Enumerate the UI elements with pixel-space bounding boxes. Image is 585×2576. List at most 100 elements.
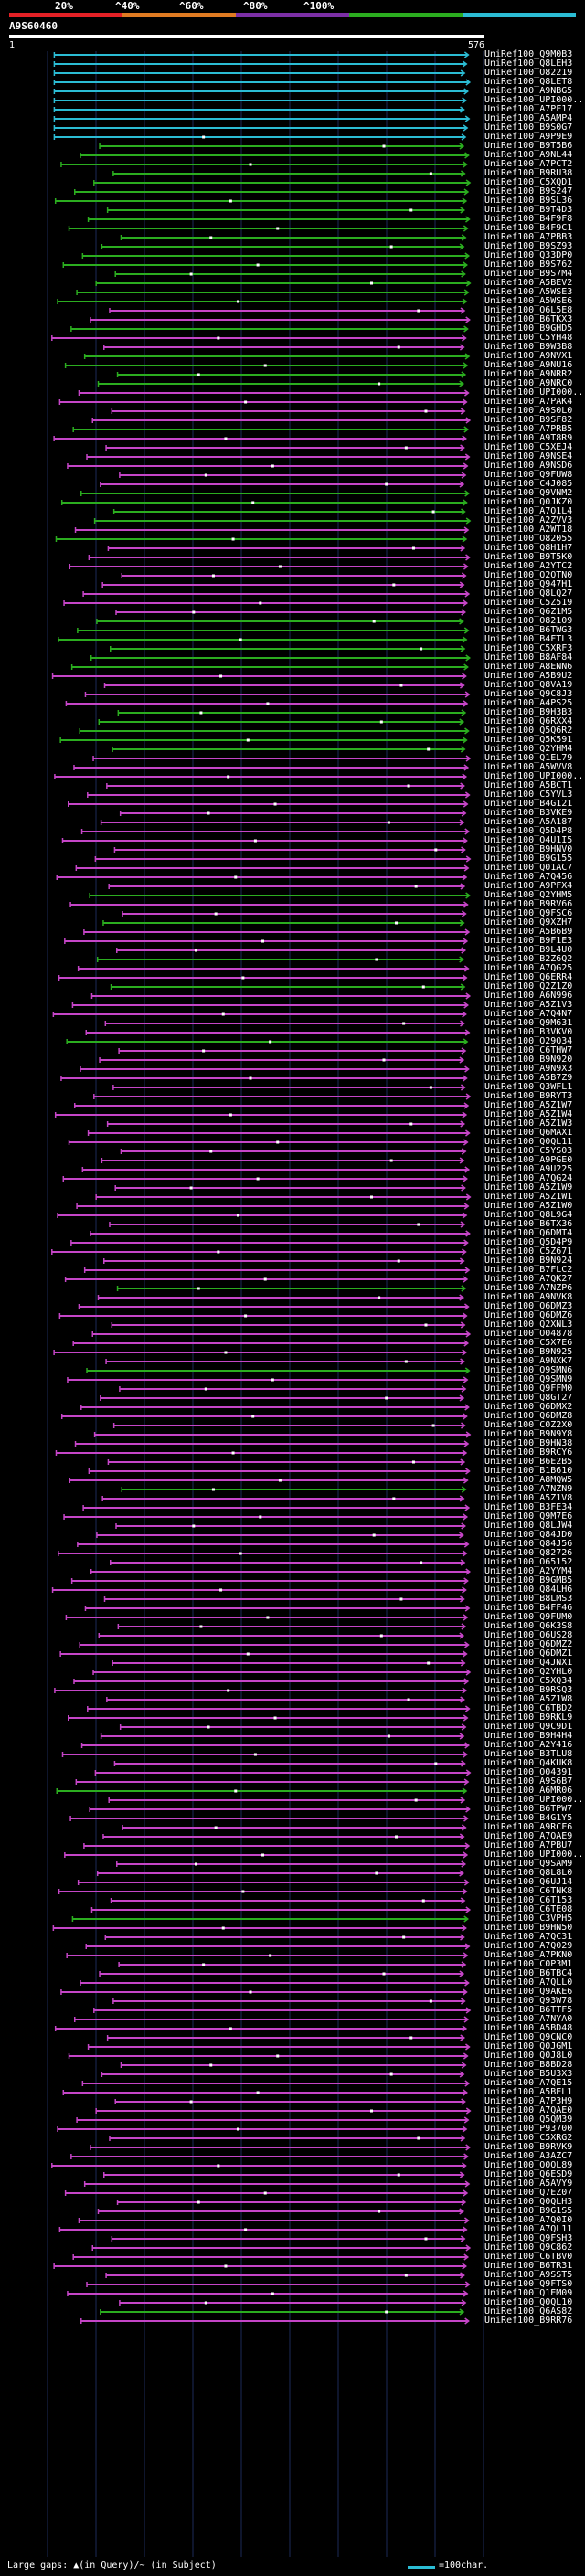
hit-label[interactable]: UniRef100_B3FE34 <box>484 1502 573 1512</box>
hit-label[interactable]: UniRef100_Q0QL10 <box>484 2297 573 2307</box>
hit-label[interactable]: UniRef100_Q6RXX4 <box>484 716 573 726</box>
hit-label[interactable]: UniRef100_B9T4D3 <box>484 205 573 215</box>
hit-label[interactable]: UniRef100_B9GMB5 <box>484 1575 573 1585</box>
hit-label[interactable]: UniRef100_A9PGE0 <box>484 1155 573 1165</box>
hit-label[interactable]: UniRef100_Q9FTS0 <box>484 2279 573 2289</box>
hit-label[interactable]: UniRef100_A7QAE0 <box>484 2105 573 2115</box>
hit-label[interactable]: UniRef100_B6TBC4 <box>484 1968 573 1978</box>
hit-label[interactable]: UniRef100_Q6DMZ6 <box>484 1310 573 1320</box>
hit-label[interactable]: UniRef100_C6T153 <box>484 1895 573 1905</box>
hit-label[interactable]: UniRef100_Q1EL79 <box>484 753 573 763</box>
hit-label[interactable]: UniRef100_A5Z1W9 <box>484 1182 573 1193</box>
hit-label[interactable]: UniRef100_Q5QM39 <box>484 2115 573 2125</box>
hit-label[interactable]: UniRef100_A6N996 <box>484 991 573 1001</box>
hit-label[interactable]: UniRef100_A2ZVV3 <box>484 515 573 525</box>
hit-label[interactable]: UniRef100_Q3WFL1 <box>484 1082 573 1092</box>
hit-label[interactable]: UniRef100_B9G1S5 <box>484 2206 573 2216</box>
hit-label[interactable]: UniRef100_A9NXK7 <box>484 1356 573 1366</box>
hit-label[interactable]: UniRef100_B9HN38 <box>484 1438 573 1448</box>
hit-label[interactable]: UniRef100_A7Q0I0 <box>484 2215 573 2225</box>
hit-label[interactable]: UniRef100_A9NRC0 <box>484 378 573 388</box>
hit-label[interactable]: UniRef100_A5BCT1 <box>484 780 573 790</box>
hit-label[interactable]: UniRef100_Q2QTN0 <box>484 570 573 580</box>
hit-label[interactable]: UniRef100_Q8LQ27 <box>484 588 573 599</box>
hit-label[interactable]: UniRef100_Q2YHM4 <box>484 744 573 754</box>
hit-label[interactable]: UniRef100_Q9SAM9 <box>484 1859 573 1869</box>
hit-label[interactable]: UniRef100_C5XQD1 <box>484 177 573 187</box>
hit-label[interactable]: UniRef100_Q1EM09 <box>484 2288 573 2298</box>
hit-label[interactable]: UniRef100_A2Y416 <box>484 1740 573 1750</box>
hit-label[interactable]: UniRef100_A9U225 <box>484 1164 573 1174</box>
hit-label[interactable]: UniRef100_Q8LEH3 <box>484 58 573 69</box>
hit-label[interactable]: UniRef100_A5WVV8 <box>484 762 573 772</box>
hit-label[interactable]: UniRef100_Q9FSC6 <box>484 908 573 918</box>
hit-label[interactable]: UniRef100_A9NU16 <box>484 360 573 370</box>
hit-label[interactable]: UniRef100_Q9SMN9 <box>484 1374 573 1384</box>
hit-label[interactable]: UniRef100_Q6UJ14 <box>484 1877 573 1887</box>
hit-label[interactable]: UniRef100_Q6ESD9 <box>484 2169 573 2179</box>
hit-label[interactable]: UniRef100_O04391 <box>484 1767 573 1777</box>
hit-label[interactable]: UniRef100_A5Z1W3 <box>484 1118 573 1129</box>
hit-label[interactable]: UniRef100_C4J085 <box>484 479 573 489</box>
hit-label[interactable]: UniRef100_UPI000... <box>484 1795 585 1805</box>
hit-label[interactable]: UniRef100_Q0QL89 <box>484 2160 573 2170</box>
hit-label[interactable]: UniRef100_B9L4U0 <box>484 945 573 955</box>
hit-label[interactable]: UniRef100_B6TX36 <box>484 1219 573 1229</box>
hit-label[interactable]: UniRef100_Q33DP0 <box>484 250 573 260</box>
hit-label[interactable]: UniRef100_C5XRG2 <box>484 2133 573 2143</box>
hit-label[interactable]: UniRef100_B9SZ93 <box>484 241 573 251</box>
hit-label[interactable]: UniRef100_Q6DMT4 <box>484 1228 573 1238</box>
hit-label[interactable]: UniRef100_A2YTC2 <box>484 561 573 571</box>
hit-label[interactable]: UniRef100_Q6DMZ8 <box>484 1411 573 1421</box>
hit-label[interactable]: UniRef100_P93700 <box>484 2124 573 2134</box>
hit-label[interactable]: UniRef100_A7Q4N7 <box>484 1009 573 1019</box>
hit-label[interactable]: UniRef100_A2YYM4 <box>484 1566 573 1576</box>
hit-label[interactable]: UniRef100_A9SST5 <box>484 2270 573 2280</box>
hit-label[interactable]: UniRef100_Q8LET8 <box>484 77 573 87</box>
hit-label[interactable]: UniRef100_Q9M7E6 <box>484 1511 573 1521</box>
hit-label[interactable]: UniRef100_B9T5B6 <box>484 141 573 151</box>
hit-label[interactable]: UniRef100_B9RCY6 <box>484 1447 573 1458</box>
hit-label[interactable]: UniRef100_C6THW7 <box>484 1045 573 1055</box>
hit-label[interactable]: UniRef100_B6TPW7 <box>484 1804 573 1814</box>
hit-label[interactable]: UniRef100_A5BEV2 <box>484 278 573 288</box>
hit-label[interactable]: UniRef100_UPI000... <box>484 95 585 105</box>
hit-label[interactable]: UniRef100_Q84J56 <box>484 1539 573 1549</box>
hit-label[interactable]: UniRef100_O82055 <box>484 534 573 544</box>
hit-label[interactable]: UniRef100_B9RYT3 <box>484 1091 573 1101</box>
hit-label[interactable]: UniRef100_Q8H1H7 <box>484 543 573 553</box>
hit-label[interactable]: UniRef100_Q6DMZ3 <box>484 1301 573 1311</box>
hit-label[interactable]: UniRef100_Q4JNX1 <box>484 1658 573 1668</box>
hit-label[interactable]: UniRef100_Q5D4P9 <box>484 1237 573 1247</box>
hit-label[interactable]: UniRef100_C5Z671 <box>484 1246 573 1256</box>
hit-label[interactable]: UniRef100_C5XQ34 <box>484 1676 573 1686</box>
hit-label[interactable]: UniRef100_Q01AC7 <box>484 863 573 873</box>
hit-label[interactable]: UniRef100_A2WT18 <box>484 525 573 535</box>
hit-label[interactable]: UniRef100_Q9FFM0 <box>484 1383 573 1394</box>
hit-label[interactable]: UniRef100_Q9CNC0 <box>484 2032 573 2042</box>
hit-label[interactable]: UniRef100_A5A187 <box>484 817 573 827</box>
hit-label[interactable]: UniRef100_A7PCT2 <box>484 159 573 169</box>
hit-label[interactable]: UniRef100_B9S7M4 <box>484 269 573 279</box>
hit-label[interactable]: UniRef100_A9NVK8 <box>484 1292 573 1302</box>
hit-label[interactable]: UniRef100_Q9FUM0 <box>484 1612 573 1622</box>
hit-label[interactable]: UniRef100_O65152 <box>484 1557 573 1567</box>
hit-label[interactable]: UniRef100_Q6ERR4 <box>484 972 573 982</box>
hit-label[interactable]: UniRef100_B9N920 <box>484 1055 573 1065</box>
hit-label[interactable]: UniRef100_B4FF46 <box>484 1603 573 1613</box>
hit-label[interactable]: UniRef100_B6TWG3 <box>484 625 573 635</box>
hit-label[interactable]: UniRef100_A7QK27 <box>484 1274 573 1284</box>
hit-label[interactable]: UniRef100_Q9XZH7 <box>484 917 573 928</box>
hit-label[interactable]: UniRef100_A8ENN6 <box>484 662 573 672</box>
hit-label[interactable]: UniRef100_B9RKL9 <box>484 1712 573 1723</box>
hit-label[interactable]: UniRef100_C0P3M1 <box>484 1959 573 1969</box>
hit-label[interactable]: UniRef100_B6TKX3 <box>484 314 573 324</box>
hit-label[interactable]: UniRef100_A9NRR2 <box>484 369 573 379</box>
hit-label[interactable]: UniRef100_B7FLC2 <box>484 1265 573 1275</box>
hit-label[interactable]: UniRef100_A5Z1W0 <box>484 1201 573 1211</box>
hit-label[interactable]: UniRef100_B8BD28 <box>484 2060 573 2070</box>
hit-label[interactable]: UniRef100_A7QLL0 <box>484 1977 573 1988</box>
hit-label[interactable]: UniRef100_A9P9E9 <box>484 132 573 142</box>
hit-label[interactable]: UniRef100_UPI000... <box>484 771 585 781</box>
hit-label[interactable]: UniRef100_B9H3B3 <box>484 707 573 717</box>
